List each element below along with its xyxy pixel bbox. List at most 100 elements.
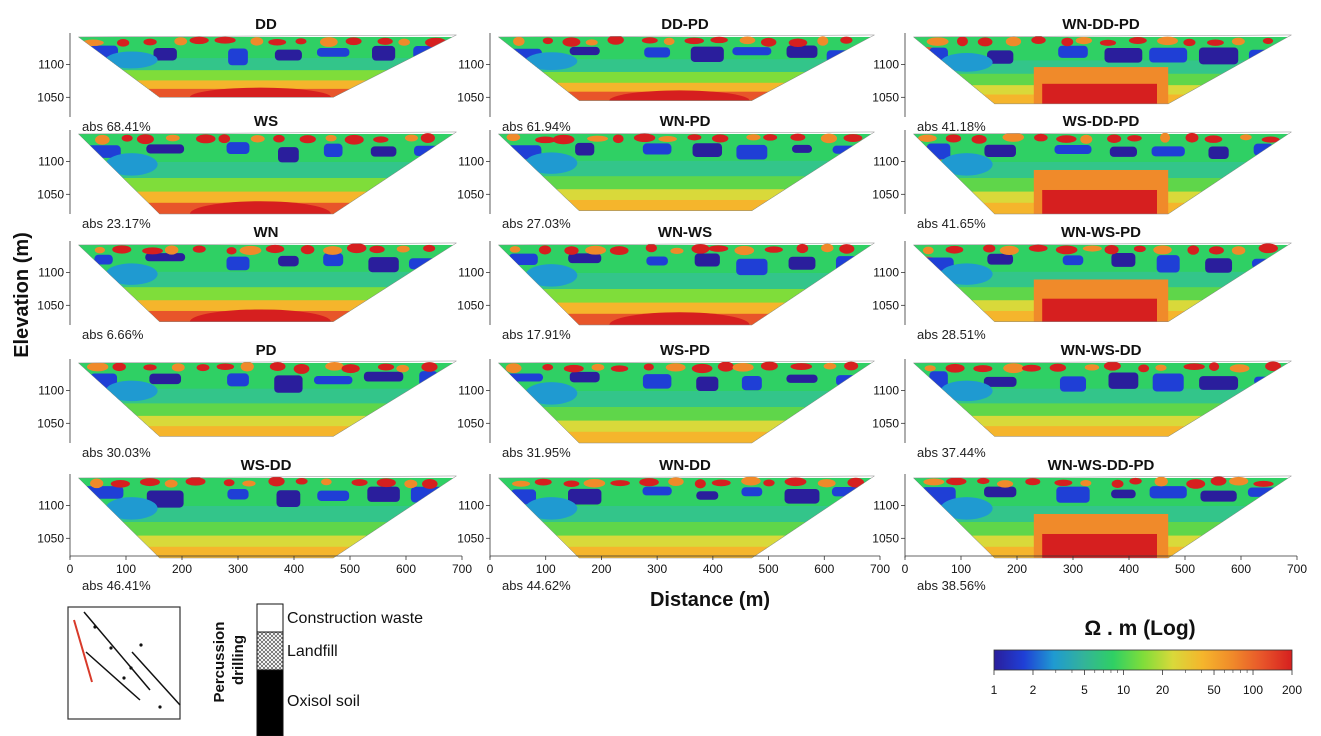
low-resistivity-zone <box>94 254 113 265</box>
distance-tick-label: 600 <box>814 562 834 576</box>
surface-anomaly <box>423 244 436 252</box>
elevation-tick-label: 1050 <box>37 416 64 430</box>
surface-anomaly <box>1253 480 1274 487</box>
surface-anomaly <box>300 245 315 255</box>
low-resistivity-zone <box>372 45 396 61</box>
low-resistivity-zone <box>525 52 578 71</box>
low-resistivity-zone <box>732 47 772 56</box>
surface-anomaly <box>218 134 231 144</box>
surface-anomaly <box>196 134 216 144</box>
low-resistivity-zone <box>525 382 578 405</box>
panel-title: WS-DD <box>241 457 292 474</box>
surface-anomaly <box>1056 135 1077 143</box>
resistivity-band <box>78 426 457 437</box>
elevation-tick-label: 1100 <box>458 384 484 398</box>
low-resistivity-zone <box>105 497 158 520</box>
surface-anomaly <box>821 243 834 253</box>
surface-anomaly <box>945 134 962 143</box>
low-resistivity-zone <box>227 489 249 500</box>
low-resistivity-zone <box>323 253 344 267</box>
surface-anomaly <box>1034 133 1048 142</box>
low-resistivity-zone <box>367 486 400 502</box>
low-resistivity-zone <box>568 488 602 505</box>
colorbar-tick-label: 1 <box>991 683 998 697</box>
surface-anomaly <box>171 363 185 372</box>
construction-waste-label: Construction waste <box>287 610 423 627</box>
surface-anomaly <box>665 363 686 372</box>
low-resistivity-zone <box>83 486 124 499</box>
construction-waste-layer <box>256 603 284 633</box>
elevation-tick-label: 1050 <box>872 187 899 201</box>
surface-anomaly <box>1187 245 1200 255</box>
surface-anomaly <box>922 246 934 255</box>
surface-anomaly <box>110 479 130 488</box>
surface-anomaly <box>1183 38 1196 47</box>
low-resistivity-zone <box>105 380 158 402</box>
surface-anomaly <box>977 37 993 47</box>
low-resistivity-zone <box>1149 47 1188 63</box>
surface-anomaly <box>796 243 809 254</box>
low-resistivity-zone <box>984 144 1016 158</box>
surface-anomaly <box>563 364 584 373</box>
abs-error-label: abs 31.95% <box>502 445 571 460</box>
high-resistivity-zone <box>1042 533 1157 558</box>
low-resistivity-zone <box>509 253 538 265</box>
low-resistivity-zone <box>940 380 993 402</box>
surface-anomaly <box>691 243 710 254</box>
surface-anomaly <box>136 134 154 145</box>
panel-title: WN-WS-PD <box>1061 224 1141 241</box>
landfill-layer <box>256 631 284 671</box>
surface-anomaly <box>639 478 659 487</box>
low-resistivity-zone <box>788 256 816 270</box>
resistivity-band <box>498 546 875 558</box>
distance-tick-label: 0 <box>67 562 74 576</box>
abs-error-label: abs 30.03% <box>82 445 151 460</box>
surface-anomaly <box>505 363 522 374</box>
section-panel: 1050 1100 WN-DD abs 44.62% 0 100 200 300 400 500 6… <box>457 457 890 593</box>
low-resistivity-zone <box>1151 146 1185 157</box>
surface-anomaly <box>923 478 945 486</box>
surface-anomaly <box>143 38 157 46</box>
surface-anomaly <box>784 477 807 487</box>
panel-title: WS <box>254 113 278 130</box>
distance-tick-label: 100 <box>116 562 136 576</box>
low-resistivity-zone <box>276 490 301 508</box>
distance-tick-label: 0 <box>487 562 494 576</box>
surface-anomaly <box>1055 245 1078 255</box>
distance-tick-label: 100 <box>536 562 556 576</box>
surface-anomaly <box>534 478 552 486</box>
elevation-tick-label: 1050 <box>37 531 64 545</box>
surface-anomaly <box>552 134 575 145</box>
abs-error-label: abs 44.62% <box>502 578 571 593</box>
oxisol-soil-label: Oxisol soil <box>287 693 360 710</box>
low-resistivity-zone <box>1109 146 1138 157</box>
surface-anomaly <box>1229 476 1249 486</box>
surface-anomaly <box>1229 364 1250 373</box>
low-resistivity-zone <box>105 263 158 285</box>
low-resistivity-zone <box>323 143 343 158</box>
low-resistivity-zone <box>1252 258 1275 269</box>
surface-anomaly <box>268 476 285 487</box>
percussion-drilling-label: Percussion drilling <box>211 617 247 702</box>
surface-anomaly <box>840 36 853 44</box>
surface-anomaly <box>1154 476 1168 487</box>
panel-title: WN-WS-DD-PD <box>1048 457 1155 474</box>
surface-anomaly <box>1261 136 1280 143</box>
distance-tick-label: 400 <box>284 562 304 576</box>
surface-anomaly <box>1049 363 1067 372</box>
surface-anomaly <box>1129 477 1142 485</box>
surface-anomaly <box>926 37 949 46</box>
low-resistivity-zone <box>226 256 250 271</box>
surface-anomaly <box>1028 244 1048 252</box>
distance-tick-label: 400 <box>703 562 723 576</box>
surface-anomaly <box>564 246 579 255</box>
low-resistivity-zone <box>226 142 250 155</box>
low-resistivity-zone <box>692 143 723 157</box>
low-resistivity-zone <box>227 373 249 387</box>
elevation-tick-label: 1050 <box>37 187 64 201</box>
surface-anomaly <box>1054 479 1073 487</box>
colorbar-tick-label: 20 <box>1156 683 1170 697</box>
surface-anomaly <box>1155 364 1167 371</box>
low-resistivity-zone <box>1198 47 1239 65</box>
low-resistivity-zone <box>786 45 818 58</box>
